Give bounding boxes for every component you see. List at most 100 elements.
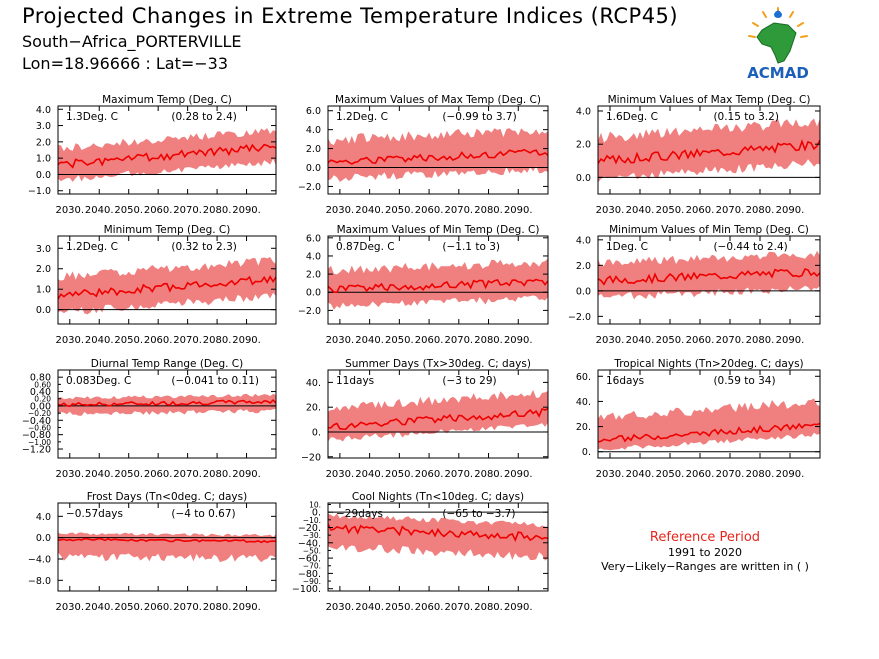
change-summary: 1.6Deg. C [606,111,658,123]
y-minor-tick-label: −30. [303,531,321,540]
x-tick-label: 2050. [656,469,685,480]
x-tick-label: 2070. [716,205,745,216]
x-tick-label: 2070. [716,469,745,480]
median-line [328,523,548,542]
x-tick-label: 2090. [776,469,805,480]
y-tick-label: 2.0 [306,144,321,155]
change-summary: 0.083Deg. C [66,375,131,387]
y-tick-label: 20. [576,422,591,433]
coordinates-label: Lon=18.96666 : Lat=−33 [22,54,229,73]
x-tick-label: 2040. [85,469,114,480]
x-tick-label: 2070. [173,205,202,216]
median-line [328,278,548,294]
change-summary: −0.57days [66,508,123,520]
range-band [598,398,820,451]
y-tick-label: 4.0 [36,105,51,116]
likely-range: (−0.44 to 2.4) [713,241,787,253]
reference-years: 1991 to 2020 [667,546,743,559]
range-band [58,532,276,563]
likely-range: (−0.99 to 3.7) [442,111,516,123]
chart-title: Tropical Nights (Tn>20deg. C; days) [613,358,803,370]
x-tick-label: 2050. [114,335,143,346]
y-tick-label: −2.0 [568,312,591,323]
plot-frame [327,369,549,459]
x-tick-label: 2060. [415,205,444,216]
likely-range: (0.32 to 2.3) [171,241,237,253]
range-band [328,389,548,442]
x-tick-label: 2040. [626,335,655,346]
page-title: Projected Changes in Extreme Temperature… [22,4,679,28]
y-tick-label: 2.0 [36,264,51,275]
y-tick-label: 0.0 [306,288,321,299]
change-summary: 16days [606,375,644,387]
x-tick-label: 2060. [144,335,173,346]
x-tick-label: 2080. [474,335,503,346]
reference-period-box: Reference Period 1991 to 2020 Very−Likel… [590,530,820,573]
acmad-logo: ACMAD [747,7,809,82]
y-minor-tick-label: −50. [303,546,321,555]
likely-range: (−3 to 29) [442,375,496,387]
y-tick-label: −2.0 [298,182,321,193]
plot-frame [57,369,277,459]
x-tick-label: 2040. [85,602,114,613]
reference-title: Reference Period [649,530,761,545]
likely-range: (−0.041 to 0.11) [171,375,259,387]
x-tick-label: 2060. [686,205,715,216]
x-tick-label: 2030. [596,205,625,216]
range-band [598,250,820,300]
x-tick-label: 2070. [444,205,473,216]
y-minor-tick-label: −70. [303,562,321,571]
plot-frame [57,502,277,592]
y-tick-label: −20 [301,452,321,463]
y-tick-label: 0.0 [36,305,51,316]
x-tick-label: 2070. [444,469,473,480]
x-tick-label: 2060. [144,469,173,480]
chart-title: Minimum Values of Min Temp (Deg. C) [609,224,809,236]
location-label: South−Africa_PORTERVILLE [22,32,242,51]
range-band [328,513,548,561]
x-tick-label: 2030. [326,469,355,480]
plot-frame [327,235,549,325]
x-tick-label: 2030. [55,205,84,216]
y-tick-label: 4.0 [576,235,591,246]
x-tick-label: 2080. [203,602,232,613]
y-minor-tick-label: −0.60 [28,423,51,432]
x-tick-label: 2060. [415,469,444,480]
y-tick-label: 6.0 [306,106,321,117]
x-tick-label: 2030. [596,335,625,346]
chart-title: Cool Nights (Tn<10deg. C; days) [352,491,524,503]
x-tick-label: 2050. [656,205,685,216]
x-tick-label: 2040. [355,335,384,346]
chart-panel: 0.0 1.0 2.0 3.0 2030. 2040. 2050. 2060. 2070. 208… [36,224,277,346]
y-tick-label: −60. [298,554,321,565]
y-tick-label: 0. [312,427,321,438]
x-tick-label: 2040. [85,335,114,346]
africa-map-logo-icon [748,7,808,64]
median-line [598,139,820,165]
x-tick-label: 2050. [385,602,414,613]
y-tick-label: −40. [298,538,321,549]
x-tick-label: 2090. [504,205,533,216]
x-tick-label: 2090. [776,205,805,216]
chart-panel: −100. −80. −60. −40. −20. 0. −90. −70. −50. −30. −… [292,491,549,613]
x-tick-label: 2070. [173,335,202,346]
x-tick-label: 2070. [173,602,202,613]
y-tick-label: −4.0 [28,555,51,566]
chart-panel: −2.0 0.0 2.0 4.0 6.0 2030. 2040. 2050. 2060. 2070… [298,94,549,216]
y-tick-label: 1.0 [36,285,51,296]
logo-text: ACMAD [747,64,809,82]
x-tick-label: 2090. [232,469,261,480]
median-line [598,268,820,286]
y-tick-label: −100. [292,584,321,595]
chart-title: Frost Days (Tn<0deg. C; days) [87,491,247,503]
y-tick-label: 2.0 [36,137,51,148]
x-tick-label: 2080. [203,469,232,480]
x-tick-label: 2090. [504,335,533,346]
y-minor-tick-label: −90. [303,577,321,586]
x-tick-label: 2070. [444,335,473,346]
x-tick-label: 2030. [326,335,355,346]
x-tick-label: 2090. [232,335,261,346]
x-tick-label: 2050. [385,205,414,216]
